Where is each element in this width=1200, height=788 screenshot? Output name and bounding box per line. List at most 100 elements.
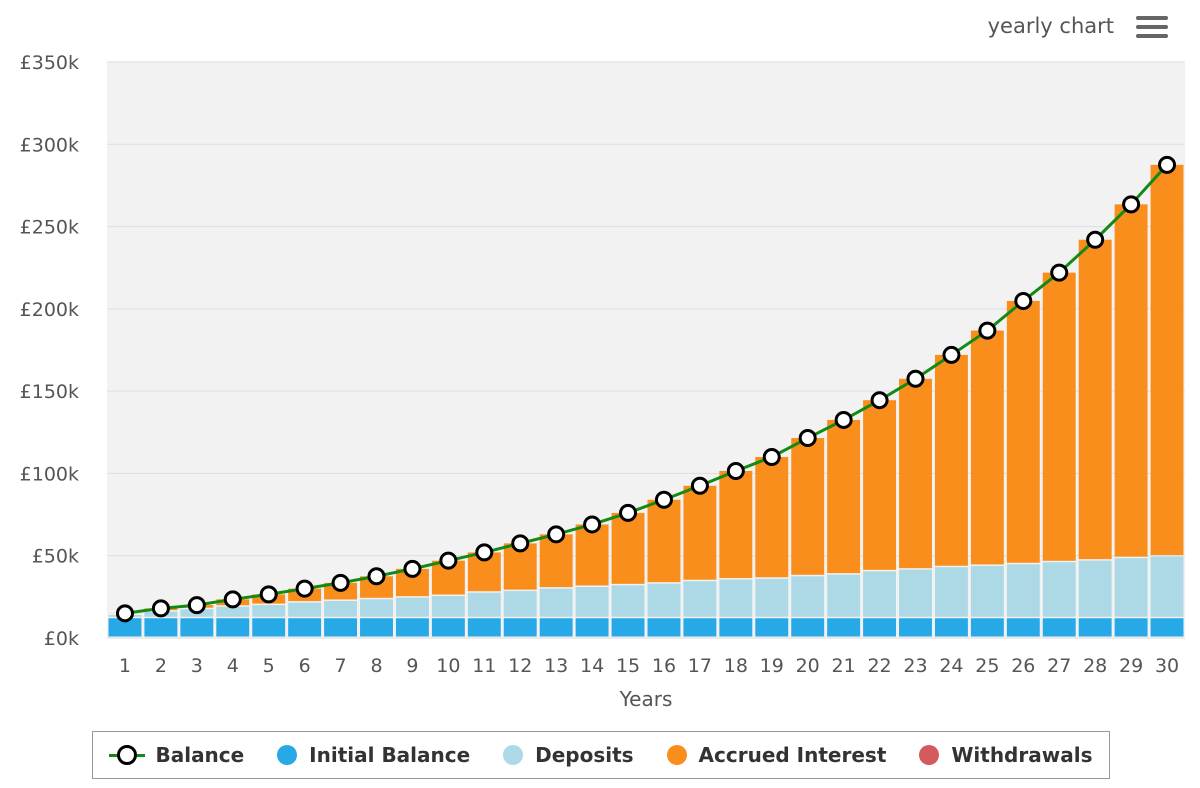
bar-accrued-interest[interactable] [1114,204,1148,557]
balance-point[interactable] [1014,291,1033,310]
bar-deposits[interactable] [1042,562,1076,617]
balance-point[interactable] [295,579,314,598]
bar-accrued-interest[interactable] [683,485,717,580]
bar-accrued-interest[interactable] [1042,272,1076,561]
balance-point[interactable] [1050,263,1069,282]
bar-deposits[interactable] [216,606,250,617]
bar-initial-balance[interactable] [934,618,968,637]
bar-accrued-interest[interactable] [970,330,1004,565]
bar-initial-balance[interactable] [395,618,429,637]
bar-initial-balance[interactable] [863,618,897,637]
bar-deposits[interactable] [1114,558,1148,617]
balance-point[interactable] [367,567,386,586]
bar-initial-balance[interactable] [252,618,286,637]
balance-point[interactable] [403,559,422,578]
legend-item-deposits[interactable]: Deposits [503,743,634,767]
balance-point[interactable] [690,476,709,495]
bar-initial-balance[interactable] [1114,618,1148,637]
bar-accrued-interest[interactable] [827,419,861,574]
bar-initial-balance[interactable] [791,618,825,637]
bar-deposits[interactable] [719,579,753,617]
bar-deposits[interactable] [611,585,645,617]
bar-deposits[interactable] [1006,564,1040,617]
bar-initial-balance[interactable] [1006,618,1040,637]
balance-point[interactable] [1122,195,1141,214]
bar-initial-balance[interactable] [503,618,537,637]
bar-accrued-interest[interactable] [647,499,681,583]
balance-point[interactable] [223,590,242,609]
balance-point[interactable] [798,429,817,448]
balance-point[interactable] [654,490,673,509]
bar-initial-balance[interactable] [144,618,178,637]
bar-initial-balance[interactable] [180,618,214,637]
balance-point[interactable] [187,596,206,615]
bar-initial-balance[interactable] [611,618,645,637]
bar-accrued-interest[interactable] [611,512,645,584]
balance-point[interactable] [978,321,997,340]
bar-initial-balance[interactable] [683,618,717,637]
legend-item-balance[interactable]: Balance [109,743,244,767]
bar-deposits[interactable] [503,591,537,617]
balance-point[interactable] [870,391,889,410]
bar-deposits[interactable] [539,588,573,617]
bar-initial-balance[interactable] [539,618,573,637]
bar-deposits[interactable] [395,597,429,617]
bar-deposits[interactable] [863,571,897,617]
balance-point[interactable] [259,585,278,604]
legend-item-withdrawals[interactable]: Withdrawals [919,743,1092,767]
bar-deposits[interactable] [791,576,825,617]
balance-point[interactable] [547,525,566,544]
bar-initial-balance[interactable] [108,618,142,637]
bar-deposits[interactable] [899,569,932,617]
bar-accrued-interest[interactable] [719,470,753,579]
bar-initial-balance[interactable] [647,618,681,637]
bar-deposits[interactable] [288,602,322,617]
bar-initial-balance[interactable] [970,618,1004,637]
bar-deposits[interactable] [934,567,968,617]
bar-deposits[interactable] [431,596,465,617]
bar-deposits[interactable] [575,586,609,617]
bar-initial-balance[interactable] [1042,618,1076,637]
bar-deposits[interactable] [1150,556,1184,617]
balance-point[interactable] [151,599,170,618]
bar-accrued-interest[interactable] [575,524,609,586]
bar-initial-balance[interactable] [216,618,250,637]
balance-point[interactable] [726,461,745,480]
bar-accrued-interest[interactable] [934,354,968,566]
bar-deposits[interactable] [647,583,681,617]
bar-accrued-interest[interactable] [360,576,393,598]
bar-initial-balance[interactable] [360,618,393,637]
bar-accrued-interest[interactable] [1006,300,1040,563]
bar-initial-balance[interactable] [1150,618,1184,637]
balance-point[interactable] [1158,155,1177,174]
balance-point[interactable] [583,515,602,534]
bar-accrued-interest[interactable] [863,400,897,570]
bar-initial-balance[interactable] [288,618,322,637]
bar-initial-balance[interactable] [575,618,609,637]
hamburger-menu-icon[interactable] [1136,16,1168,42]
balance-point[interactable] [331,573,350,592]
bar-deposits[interactable] [360,599,393,617]
bar-accrued-interest[interactable] [899,378,932,569]
bar-initial-balance[interactable] [899,618,932,637]
balance-point[interactable] [762,447,781,466]
balance-point[interactable] [115,604,134,623]
bar-deposits[interactable] [755,578,789,617]
bar-initial-balance[interactable] [719,618,753,637]
bar-deposits[interactable] [827,574,861,617]
bar-accrued-interest[interactable] [755,456,789,578]
bar-initial-balance[interactable] [755,618,789,637]
bar-deposits[interactable] [324,600,358,617]
balance-point[interactable] [834,410,853,429]
bar-deposits[interactable] [683,581,717,617]
balance-point[interactable] [942,345,961,364]
bar-initial-balance[interactable] [1078,618,1112,637]
bar-initial-balance[interactable] [431,618,465,637]
balance-point[interactable] [475,543,494,562]
legend-item-accrued-interest[interactable]: Accrued Interest [666,743,886,767]
balance-point[interactable] [439,551,458,570]
bar-deposits[interactable] [970,565,1004,617]
bar-initial-balance[interactable] [827,618,861,637]
balance-point[interactable] [619,503,638,522]
bar-initial-balance[interactable] [467,618,501,637]
